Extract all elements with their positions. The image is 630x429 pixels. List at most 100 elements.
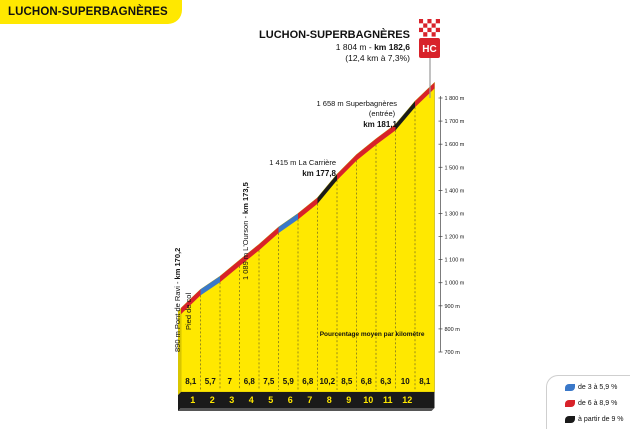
km-label: 6 (288, 395, 293, 405)
y-tick-label: 1 000 m (445, 281, 465, 287)
checker-square (431, 23, 436, 28)
checker-square (435, 23, 440, 28)
km-label: 11 (383, 395, 393, 405)
annotation-km: km 170,2 (173, 248, 182, 280)
gradient-label: 5,7 (205, 377, 217, 386)
gradient-label: 6,8 (244, 377, 256, 386)
annotation-lourson: 1 089 m L'Ourson - km 173,5 (241, 182, 250, 280)
y-tick-label: 1 500 m (445, 165, 465, 171)
legend-item: de 3 à 5,9 % (565, 381, 617, 393)
gradient-label: 7 (228, 377, 233, 386)
checker-square (419, 19, 424, 24)
gradient-segment (259, 227, 279, 251)
gradient-caption: Pourcentage moyen par kilomètre (320, 331, 425, 338)
base-band-shape (178, 392, 435, 411)
page-title: LUCHON-SUPERBAGNÈRES (0, 0, 182, 24)
km-label: 10 (363, 395, 373, 405)
y-tick-label: 1 400 m (445, 188, 465, 194)
annotation-line: 890 m Pont de Ravi - (173, 279, 182, 352)
annotation-km: km 173,5 (241, 182, 250, 214)
gradient-label: 6,8 (302, 377, 314, 386)
y-tick-label: 1 600 m (445, 142, 465, 148)
annotation-text: (entrée) (369, 109, 396, 118)
y-tick-label: 700 m (445, 350, 461, 356)
annotation-sub: Pied de col (184, 293, 193, 330)
gradient-segment (376, 124, 396, 145)
legend-label: de 3 à 5,9 % (578, 383, 618, 391)
km-label: 3 (229, 395, 234, 405)
checker-square (423, 23, 428, 28)
legend-label: à partir de 9 % (578, 415, 624, 423)
legend-swatch-red (565, 399, 575, 407)
checker-square (427, 32, 432, 37)
checker-square (423, 27, 428, 33)
y-tick-label: 1 800 m (445, 96, 465, 102)
gradient-lines (181, 82, 435, 315)
checker-square (435, 27, 440, 33)
gradient-segment (181, 289, 201, 315)
checkered-flag-icon (419, 19, 440, 37)
gradient-segment (220, 260, 240, 283)
finish-altitude: 1 804 m - (336, 42, 374, 52)
gradient-segment (239, 244, 259, 267)
annotation-line: 1 089 m L'Ourson - (241, 214, 250, 280)
km-label: 7 (307, 395, 312, 405)
legend-swatch-black (565, 415, 575, 423)
hc-badge (419, 38, 440, 58)
checker-square (427, 19, 432, 24)
base-band (178, 392, 435, 411)
gradient-label: 10,2 (319, 377, 335, 386)
checker-square (419, 23, 424, 28)
y-tick-label: 1 200 m (445, 235, 465, 241)
gradient-segment (317, 174, 337, 204)
y-tick-label: 800 m (445, 327, 461, 333)
y-tick-label: 900 m (445, 304, 461, 310)
gradient-label: 8,1 (185, 377, 197, 386)
km-label: 1 (190, 395, 195, 405)
annotation-km: km 177,8 (302, 169, 336, 178)
km-label: 4 (249, 395, 254, 405)
gradient-segment (395, 101, 415, 131)
annotation-la-carriere: 1 415 m La Carrière km 177,8 (269, 158, 336, 178)
annotation-km: km 181,1 (363, 120, 397, 129)
legend-item: de 6 à 8,9 % (565, 397, 617, 409)
checker-square (435, 19, 440, 24)
legend-item: à partir de 9 % (565, 413, 624, 425)
finish-km: km 182,6 (374, 42, 410, 52)
checker-square (431, 19, 436, 24)
km-labels: 1 2 3 4 5 6 7 8 9 10 11 12 (190, 395, 412, 405)
checker-square (427, 27, 432, 33)
checker-square (419, 32, 424, 37)
legend-label: de 6 à 8,9 % (578, 399, 618, 407)
gradient-label: 8,5 (341, 377, 353, 386)
annotation-superbagneres-entree: 1 658 m Superbagnères (entrée) km 181,1 (317, 99, 398, 129)
finish-label: LUCHON-SUPERBAGNÈRES 1 804 m - km 182,6 … (259, 28, 410, 63)
hc-category: HC (422, 44, 436, 55)
profile-edge (178, 308, 181, 395)
annotation-text: 890 m Pont de Ravi - km 170,2 (173, 248, 182, 352)
gradient-labels: 8,1 5,7 7 6,8 7,5 5,9 6,8 10,2 8,5 6,8 6,3 10 8,1 (185, 377, 431, 386)
gradient-label: 6,3 (380, 377, 392, 386)
checker-square (423, 32, 428, 37)
km-label: 5 (268, 395, 273, 405)
km-label: 2 (210, 395, 215, 405)
gradient-label: 5,9 (283, 377, 295, 386)
km-label: 9 (346, 395, 351, 405)
km-label: 12 (402, 395, 412, 405)
annotation-text: 1 089 m L'Ourson - km 173,5 (241, 182, 250, 280)
legend-swatch-blue (565, 383, 575, 391)
gradient-label: 6,8 (361, 377, 373, 386)
y-tick-label: 1 100 m (445, 258, 465, 264)
checker-square (419, 27, 424, 33)
checker-square (431, 32, 436, 37)
checker-square (423, 19, 428, 24)
base-band-edge (178, 408, 435, 411)
gradient-label: 10 (401, 377, 410, 386)
gradient-segment (356, 138, 376, 161)
gradient-label: 8,1 (419, 377, 431, 386)
finish-flag: HC (419, 19, 440, 98)
gradient-segment (200, 276, 220, 296)
annotation-text: 1 415 m La Carrière (269, 158, 336, 167)
gradient-segment (278, 213, 298, 234)
